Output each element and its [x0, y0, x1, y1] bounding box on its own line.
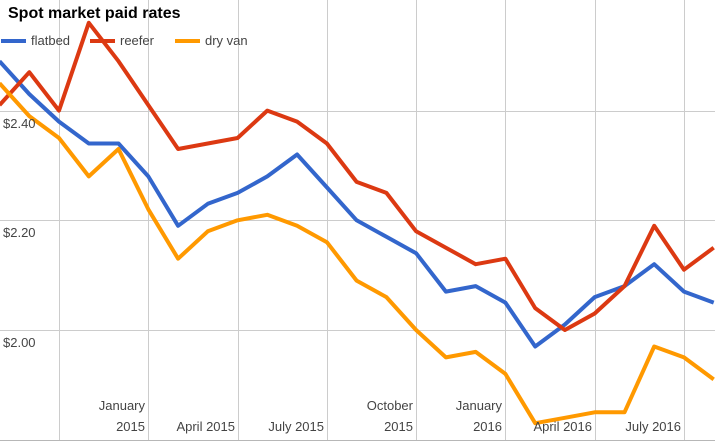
legend-label-reefer: reefer — [120, 33, 154, 48]
legend-item-flatbed[interactable]: flatbed — [1, 33, 70, 48]
y-axis-tick-label: $2.40 — [3, 116, 36, 131]
y-axis-tick-label: $2.20 — [3, 225, 36, 240]
x-axis-tick-label: 2016 — [473, 419, 502, 434]
dry-van-line-swatch-icon — [175, 38, 200, 43]
legend-label-flatbed: flatbed — [31, 33, 71, 48]
x-axis-tick-label: 2015 — [116, 419, 145, 434]
series-line-dry-van[interactable] — [0, 81, 715, 426]
x-axis-tick-label: April 2015 — [176, 419, 235, 434]
legend-item-dry-van[interactable]: dry van — [175, 33, 248, 48]
x-axis-tick-label: July 2015 — [268, 419, 324, 434]
x-axis-tick-label: January — [99, 398, 146, 413]
chart-legend: flatbed reefer dry van — [0, 33, 715, 48]
x-axis-tick-label: October — [367, 398, 414, 413]
chart-title: Spot market paid rates — [8, 5, 181, 22]
x-axis-tick-label: January — [456, 398, 503, 413]
series-line-flatbed[interactable] — [0, 59, 715, 349]
reefer-line-swatch-icon — [90, 38, 115, 43]
legend-label-dry-van: dry van — [205, 33, 248, 48]
y-axis-tick-label: $2.00 — [3, 335, 36, 350]
x-axis-tick-label: April 2016 — [533, 419, 592, 434]
flatbed-line-swatch-icon — [1, 38, 26, 43]
x-axis-tick-label: July 2016 — [625, 419, 681, 434]
legend-item-reefer[interactable]: reefer — [90, 33, 154, 48]
x-axis-tick-label: 2015 — [384, 419, 413, 434]
series-line-reefer[interactable] — [0, 20, 715, 332]
